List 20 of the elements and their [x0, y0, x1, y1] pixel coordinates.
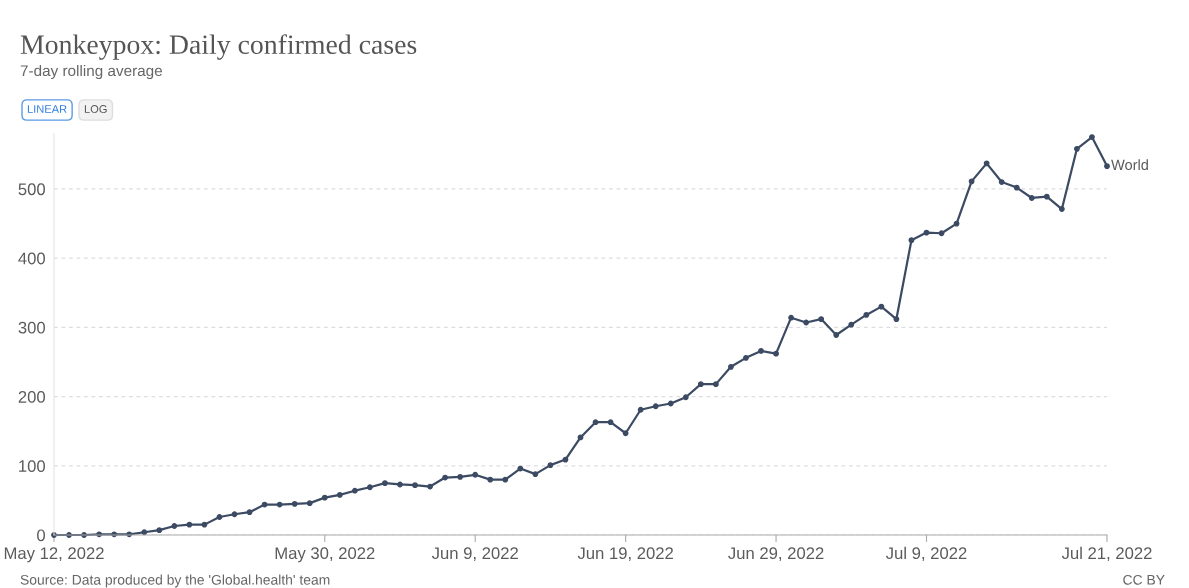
- y-tick-label: 0: [37, 529, 46, 542]
- y-tick-label: 200: [18, 390, 46, 403]
- source-note: Source: Data produced by the 'Global.health' team: [20, 574, 330, 588]
- x-tick-label: May 30, 2022: [275, 547, 375, 563]
- x-tick-label: Jul 21, 2022: [1061, 546, 1152, 562]
- series-label: World: [1111, 159, 1148, 171]
- chart-subtitle: 7-day rolling average: [20, 64, 162, 80]
- y-tick-label: 100: [19, 460, 46, 472]
- chart-title: Monkeypox: Daily confirmed cases: [20, 34, 417, 60]
- y-tick-label: 300: [18, 321, 46, 334]
- x-tick-label: Jul 9, 2022: [885, 546, 967, 562]
- x-tick-label: May 12, 2022: [4, 547, 104, 563]
- x-tick-label: Jun 9, 2022: [431, 547, 518, 562]
- text: LOG: [84, 105, 107, 113]
- text: LINEAR: [27, 105, 67, 113]
- text: CC BY: [1123, 574, 1165, 585]
- y-tick-label: 500: [18, 183, 46, 196]
- x-tick-label: Jun 19, 2022: [577, 547, 673, 562]
- y-tick-label: 400: [18, 252, 46, 265]
- x-tick-label: Jun 29, 2022: [728, 547, 824, 562]
